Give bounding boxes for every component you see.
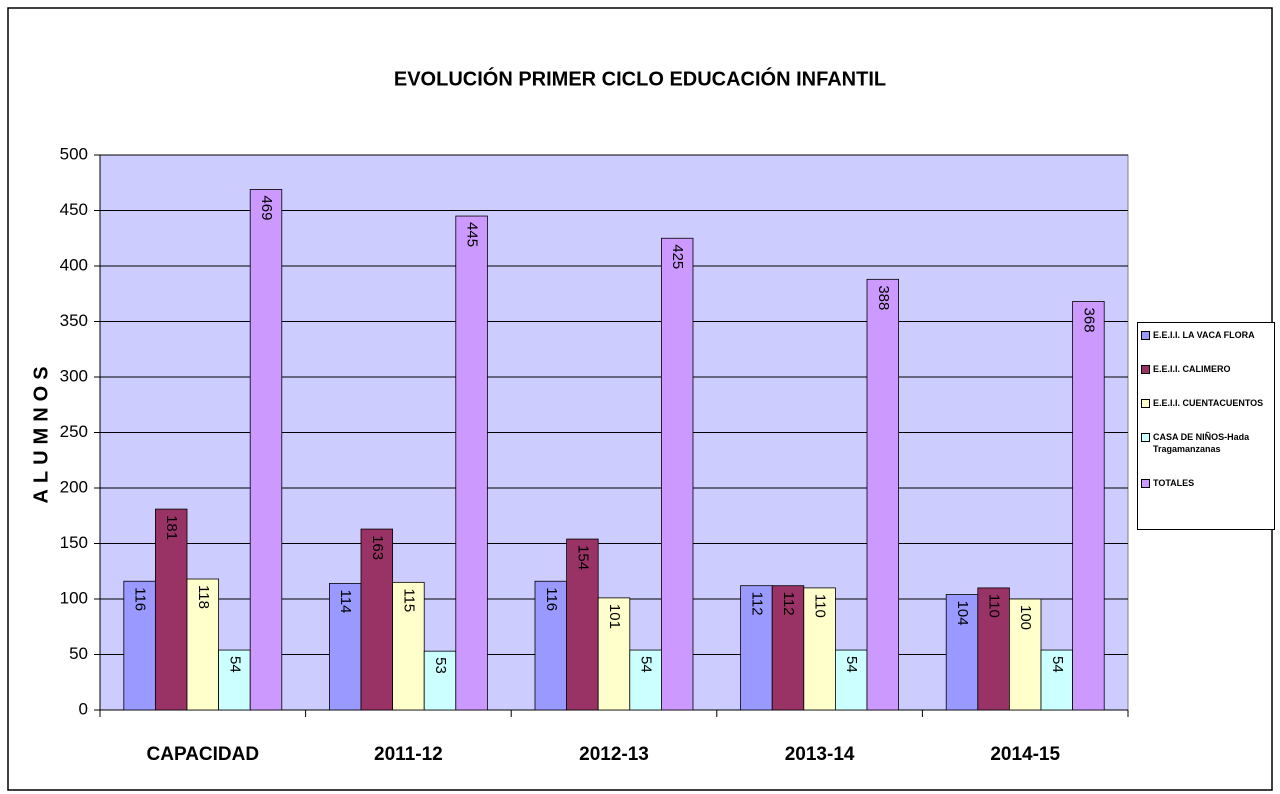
legend-item: E.E.I.I. CUENTACUENTOS (1141, 397, 1271, 409)
bar-value-label: 115 (400, 588, 417, 612)
x-tick-label: 2014-15 (990, 744, 1060, 765)
y-tick-label: 350 (60, 311, 88, 330)
bar-value-label: 154 (574, 545, 591, 570)
legend-swatch (1141, 433, 1150, 442)
bar (392, 581, 425, 711)
bar (835, 649, 868, 711)
bar-value-label: 100 (1017, 605, 1034, 630)
legend-item: E.E.I.I. CALIMERO (1141, 363, 1271, 375)
x-tick-label: 2012-13 (579, 744, 649, 765)
bar (566, 538, 599, 711)
y-tick-label: 300 (60, 366, 88, 385)
bar-value-label: 469 (258, 195, 275, 220)
bar (186, 578, 220, 711)
y-tick-label: 0 (79, 699, 88, 718)
x-tick-label: 2013-14 (785, 744, 855, 765)
legend-swatch (1141, 399, 1150, 408)
bar-value-label: 112 (748, 592, 765, 616)
bar-value-label: 112 (780, 592, 797, 616)
bar-value-label: 114 (337, 589, 354, 613)
y-axis-label: ALUMNOS (30, 360, 52, 503)
bar-value-label: 181 (163, 515, 180, 540)
legend-item: CASA DE NIÑOS-Hada Tragamanzanas (1141, 431, 1271, 455)
bar-value-label: 163 (369, 535, 386, 560)
bar (249, 189, 283, 711)
legend-label: CASA DE NIÑOS-Hada Tragamanzanas (1153, 432, 1250, 454)
y-tick-label: 100 (60, 588, 88, 607)
bar (1009, 598, 1042, 711)
bar-value-label: 54 (226, 656, 243, 673)
bar-value-label: 118 (195, 585, 212, 609)
bar-value-label: 110 (986, 594, 1003, 618)
bar (218, 649, 251, 711)
bar (977, 587, 1010, 711)
bar-value-label: 104 (954, 601, 971, 626)
bar (629, 649, 662, 711)
bar-value-label: 368 (1080, 308, 1097, 333)
bar-value-label: 101 (606, 604, 623, 629)
y-tick-label: 500 (60, 144, 88, 163)
legend-swatch (1141, 479, 1150, 488)
bar (328, 583, 362, 711)
y-tick-label: 150 (60, 533, 88, 552)
y-tick-label: 450 (60, 200, 88, 219)
bar-value-label: 54 (843, 656, 860, 673)
legend-label: E.E.I.I. CUENTACUENTOS (1153, 398, 1264, 408)
chart-title: EVOLUCIÓN PRIMER CICLO EDUCACIÓN INFANTI… (394, 66, 886, 90)
bar (1040, 649, 1074, 711)
y-tick-label: 400 (60, 255, 88, 274)
bar-value-label: 425 (669, 244, 686, 269)
bar-value-label: 388 (875, 285, 892, 310)
bar-value-label: 116 (543, 587, 560, 611)
legend-label: TOTALES (1153, 478, 1195, 488)
bar (866, 278, 900, 711)
legend-swatch (1141, 365, 1150, 374)
legend-label: E.E.I.I. LA VACA FLORA (1153, 330, 1255, 340)
bar-value-label: 54 (1049, 656, 1066, 673)
bar (154, 508, 188, 711)
bar (123, 580, 156, 711)
y-tick-label: 250 (60, 422, 88, 441)
legend-item: E.E.I.I. LA VACA FLORA (1141, 329, 1271, 341)
bar (740, 585, 773, 711)
x-tick-label: 2011-12 (374, 744, 443, 765)
bar-value-label: 116 (132, 587, 149, 611)
bar-value-label: 110 (812, 594, 829, 618)
bar-value-label: 53 (432, 657, 449, 674)
bar (597, 597, 631, 711)
x-tick-label: CAPACIDAD (147, 744, 260, 765)
bar (360, 528, 394, 711)
legend-swatch (1141, 331, 1150, 340)
bar (771, 585, 805, 711)
bar-value-label: 445 (464, 222, 481, 247)
y-tick-label: 50 (69, 644, 88, 663)
bar-value-label: 54 (638, 656, 655, 673)
legend-label: E.E.I.I. CALIMERO (1153, 364, 1231, 374)
bar (661, 237, 694, 711)
bar (945, 594, 979, 711)
bar (1072, 301, 1105, 711)
bar (803, 587, 836, 711)
legend-item: TOTALES (1141, 477, 1271, 489)
y-tick-label: 200 (60, 477, 88, 496)
legend: E.E.I.I. LA VACA FLORA E.E.I.I. CALIMERO E… (1137, 322, 1275, 530)
bar (455, 215, 488, 711)
